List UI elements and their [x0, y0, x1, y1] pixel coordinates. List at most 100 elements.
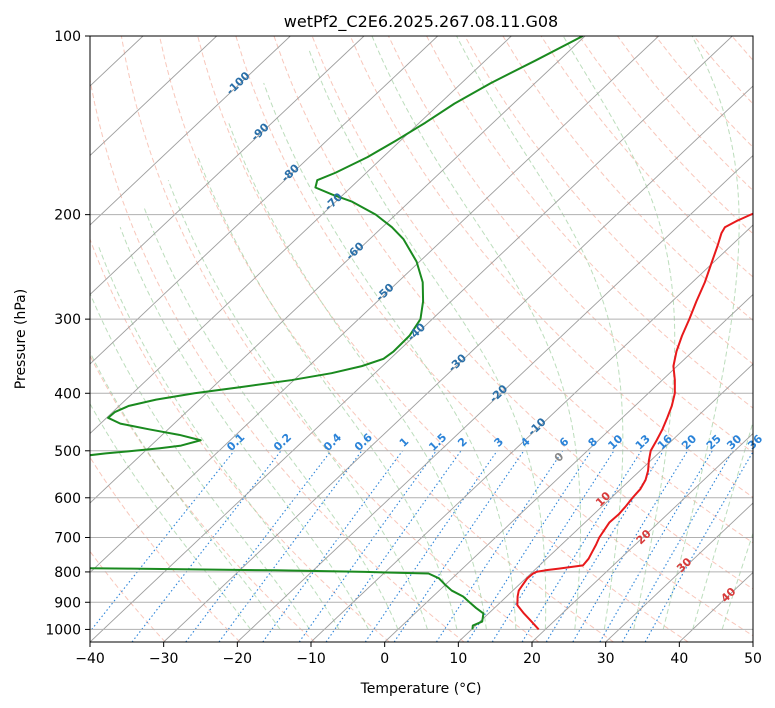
- y-tick-label: 1000: [45, 622, 81, 638]
- dry-adiabat: [90, 237, 390, 642]
- dry-adiabat: [540, 36, 753, 278]
- mixing-ratio-label: 20: [679, 432, 699, 452]
- mixing-ratio-label: 13: [633, 432, 653, 452]
- y-tick-label: 800: [54, 565, 81, 581]
- dry-adiabat: [388, 36, 753, 454]
- x-axis-label: Temperature (°C): [360, 681, 482, 697]
- y-tick-label: 200: [54, 208, 81, 224]
- dry-adiabat: [578, 36, 753, 235]
- dry-adiabat-label: 0: [552, 450, 567, 465]
- isotherm: [310, 224, 753, 642]
- moist-adiabat: [662, 36, 740, 630]
- y-axis-label: Pressure (hPa): [13, 289, 29, 389]
- mixing-ratio-label: 2: [455, 435, 470, 450]
- isotherm: [90, 36, 512, 435]
- moist-adiabat: [371, 36, 582, 630]
- x-tick-label: 20: [523, 651, 541, 667]
- isotherm-label: -70: [322, 190, 346, 213]
- isotherm: [237, 154, 753, 642]
- moist-adiabat: [562, 36, 676, 630]
- x-tick-label: 40: [670, 651, 688, 667]
- isotherm: [531, 432, 753, 642]
- mixing-ratio-label: 0.2: [271, 431, 294, 454]
- y-tick-label: 400: [54, 386, 81, 402]
- moist-adiabat: [90, 292, 311, 630]
- dry-adiabat: [273, 36, 753, 590]
- moist-adiabat: [721, 531, 753, 630]
- isotherm: [605, 502, 753, 642]
- mixing-ratio-line: [644, 450, 753, 642]
- moist-adiabat: [263, 82, 517, 630]
- isotherm: [458, 363, 753, 642]
- isotherm: [90, 36, 218, 157]
- y-tick-label: 500: [54, 444, 81, 460]
- dry-adiabat-label: 10: [593, 489, 613, 509]
- chart-title: wetPf2_C2E6.2025.267.08.11.G08: [284, 12, 558, 32]
- dry-adiabat: [502, 36, 753, 322]
- moist-adiabat: [308, 48, 547, 630]
- mixing-ratio-label: 4: [518, 435, 533, 450]
- mixing-ratio-label: 30: [724, 432, 744, 452]
- isotherm: [90, 36, 733, 642]
- moist-adiabat: [119, 227, 369, 630]
- x-tick-label: −30: [149, 651, 179, 667]
- mixing-ratio-label: 0.6: [352, 431, 375, 454]
- isotherm-label: -60: [343, 239, 367, 262]
- mixing-ratio-line: [298, 450, 437, 642]
- isotherm: [90, 36, 660, 574]
- y-tick-label: 300: [54, 312, 81, 328]
- isotherm-label: -30: [446, 351, 470, 374]
- dry-adiabat: [426, 36, 753, 409]
- mixing-ratio-line: [131, 450, 282, 642]
- x-tick-label: 50: [744, 651, 762, 667]
- data-series: [90, 36, 753, 631]
- moist-adiabat: [97, 244, 340, 630]
- mixing-ratio-line: [325, 450, 462, 642]
- mixing-ratio-line: [621, 450, 734, 642]
- mixing-ratio-label: 16: [655, 432, 675, 452]
- isotherm: [384, 293, 753, 642]
- x-tick-label: −20: [223, 651, 253, 667]
- dewpoint-profile: [90, 36, 584, 630]
- moist-adiabat: [167, 180, 428, 630]
- mixing-ratio-line: [262, 450, 403, 642]
- y-tick-label: 900: [54, 595, 81, 611]
- y-tick-label: 100: [54, 29, 81, 45]
- dry-adiabat: [770, 36, 775, 642]
- y-tick-label: 600: [54, 491, 81, 507]
- moist-adiabat: [90, 351, 281, 630]
- isotherm-label: -90: [248, 120, 272, 143]
- inline-labels: -100-90-80-70-60-50-40-30-20-100.1 0.2 0.4…: [224, 69, 766, 605]
- isotherm: [90, 36, 291, 226]
- mixing-ratio-label: 0.4: [321, 431, 344, 454]
- mixing-ratio-line: [467, 450, 592, 642]
- isotherm: [90, 36, 586, 504]
- temperature-profile: [516, 212, 753, 631]
- isotherm-label: -50: [373, 281, 397, 304]
- dry-adiabat: [464, 36, 753, 365]
- isotherm: [0, 36, 69, 642]
- isotherm-label: -100: [224, 69, 253, 98]
- moist-adiabat: [692, 420, 753, 630]
- mixing-ratio-label: 6: [557, 435, 572, 450]
- dry-adiabat: [90, 550, 166, 642]
- plot-frame: [89, 35, 754, 643]
- mixing-ratio-line: [572, 450, 689, 642]
- x-tick-label: 30: [597, 651, 615, 667]
- x-tick-label: 10: [449, 651, 467, 667]
- dry-adiabat: [235, 36, 753, 637]
- mixing-ratio-line: [435, 450, 564, 642]
- moist-adiabat: [228, 122, 487, 630]
- dry-adiabat: [159, 36, 614, 642]
- y-tick-label: 700: [54, 531, 81, 547]
- grid-lines: [0, 36, 753, 642]
- dry-adiabat: [90, 76, 465, 642]
- mixing-ratio-line: [393, 450, 525, 642]
- x-axis: −40 −30 −20 −10 0 10 20 30 40 50: [75, 642, 762, 667]
- isotherm-label: -20: [487, 382, 511, 405]
- mixing-ratio-line: [364, 450, 498, 642]
- dry-adiabat: [120, 36, 540, 642]
- moist-adiabat: [143, 207, 399, 630]
- mixing-ratio-label: 1: [397, 435, 412, 450]
